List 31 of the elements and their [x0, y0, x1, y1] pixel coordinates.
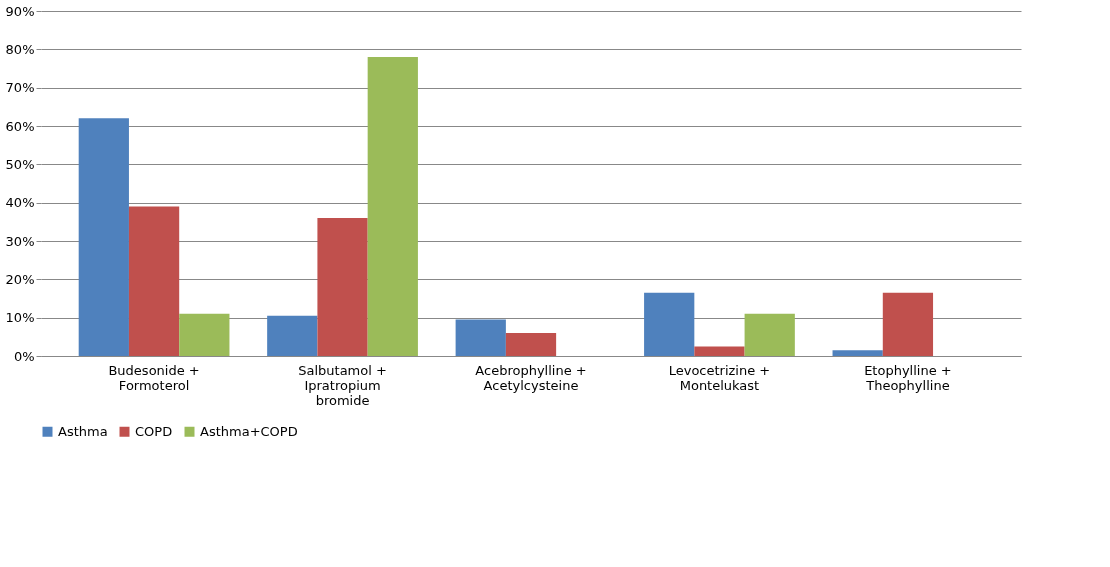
bar: [78, 118, 129, 356]
y-tick-label: 60%: [5, 118, 35, 134]
y-tick-label: 30%: [5, 233, 35, 249]
bar: [882, 292, 934, 356]
bar: [128, 206, 180, 356]
bar: [455, 319, 506, 356]
y-tick-label: 70%: [5, 80, 35, 96]
bar: [744, 313, 795, 356]
bar: [267, 315, 318, 356]
y-tick-label: 10%: [5, 310, 35, 326]
y-tick-label: 20%: [5, 271, 35, 287]
y-tick-label: 50%: [5, 156, 35, 172]
bar: [179, 313, 230, 356]
legend-label: COPD: [135, 423, 173, 439]
x-tick-label: Budesonide + Formoterol: [108, 362, 200, 393]
bar: [644, 292, 695, 356]
legend-label: Asthma: [58, 423, 108, 439]
x-tick-label: Etophylline + Theophylline: [864, 362, 952, 393]
legend-label: Asthma+COPD: [200, 423, 298, 439]
bar: [317, 218, 368, 356]
bar: [694, 346, 745, 356]
x-tick-label: Salbutamol + Ipratropium bromide: [298, 362, 387, 408]
x-tick-label: Acebrophylline + Acetylcysteine: [475, 362, 587, 393]
x-tick-label: Levocetrizine + Montelukast: [668, 362, 771, 393]
bar: [832, 350, 883, 356]
y-tick-label: 0%: [13, 348, 35, 364]
y-tick-label: 80%: [5, 41, 35, 57]
bar: [505, 333, 557, 356]
y-tick-label: 90%: [5, 3, 35, 19]
bar: [367, 57, 418, 356]
y-tick-label: 40%: [5, 195, 35, 211]
